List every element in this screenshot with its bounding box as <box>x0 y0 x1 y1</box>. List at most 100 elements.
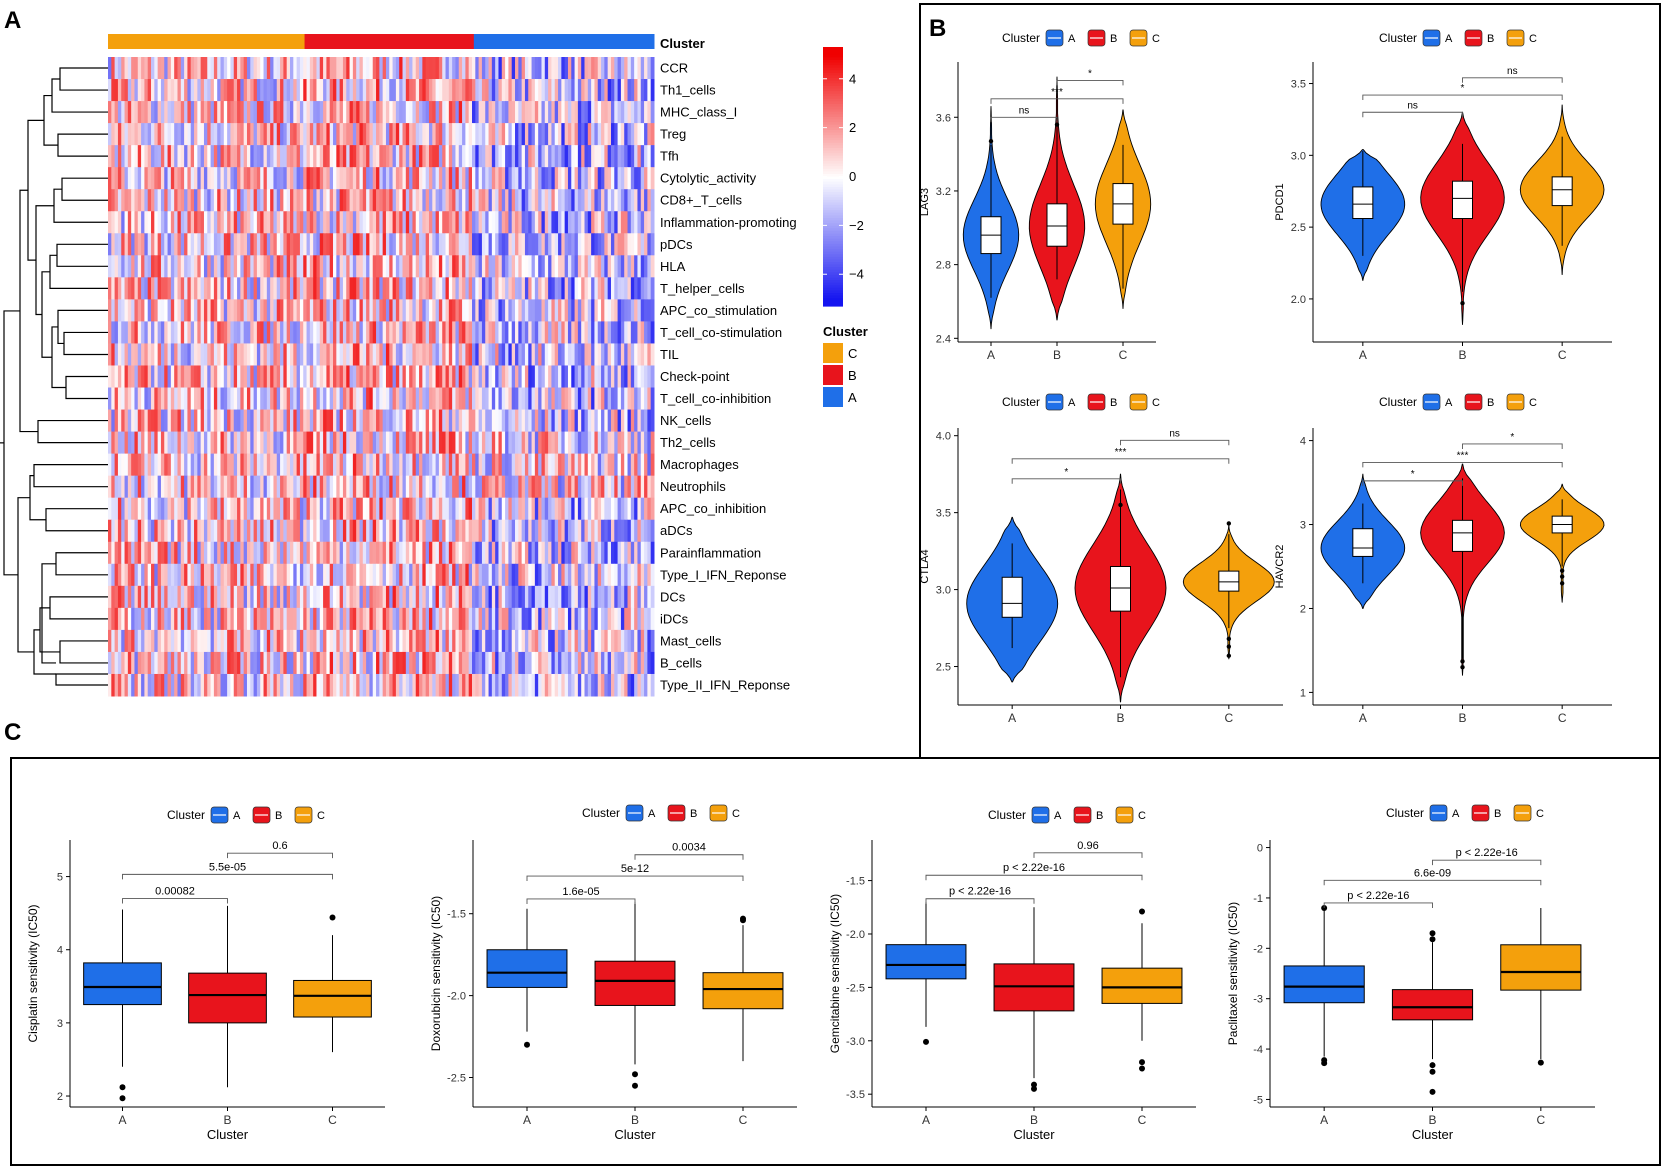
heatmap-cell <box>309 321 314 344</box>
heatmap-cell <box>174 519 178 543</box>
heatmap-cell <box>184 277 188 300</box>
heatmap-cell <box>270 343 274 366</box>
color-scale-step <box>823 186 843 191</box>
heatmap-cell <box>290 321 294 344</box>
heatmap-cell <box>604 651 609 675</box>
heatmap-cell <box>624 321 629 344</box>
heatmap-cell <box>614 365 619 389</box>
heatmap-cell <box>448 167 453 190</box>
heatmap-cell <box>336 277 341 300</box>
heatmap-cell <box>637 497 642 521</box>
heatmap-cell <box>203 255 208 278</box>
heatmap-cell <box>313 585 317 609</box>
heatmap-cell <box>124 321 129 344</box>
heatmap-cell <box>541 343 546 366</box>
heatmap-cell <box>405 651 410 675</box>
heatmap-cell <box>458 299 463 322</box>
heatmap-cell <box>299 123 304 146</box>
heatmap-cell <box>303 475 308 499</box>
heatmap-cell <box>333 255 337 278</box>
heatmap-cell <box>197 145 202 168</box>
heatmap-cell <box>627 365 632 389</box>
heatmap-cell <box>240 365 245 389</box>
heatmap-cell <box>346 607 351 631</box>
heatmap-cell <box>415 123 420 146</box>
heatmap-cell <box>405 409 410 433</box>
heatmap-cell <box>164 233 169 256</box>
heatmap-cell <box>372 519 377 543</box>
heatmap-cell <box>273 629 278 653</box>
heatmap-cell <box>544 211 549 234</box>
heatmap-cell <box>203 321 208 344</box>
heatmap-cell <box>428 211 433 234</box>
heatmap-cell <box>630 673 635 697</box>
heatmap-cell <box>379 629 384 653</box>
heatmap-cell <box>326 123 331 146</box>
heatmap-cell <box>634 189 638 212</box>
dendrogram-branch <box>35 205 54 316</box>
heatmap-cell <box>594 585 599 609</box>
heatmap-cell <box>266 255 271 278</box>
heatmap-cell <box>558 607 562 631</box>
heatmap-cell <box>137 563 142 587</box>
heatmap-cell <box>197 409 202 433</box>
heatmap-cell <box>518 57 523 80</box>
heatmap-cell <box>319 673 324 697</box>
heatmap-cell <box>124 57 129 80</box>
heatmap-cell <box>290 343 294 366</box>
color-scale-step <box>823 300 843 305</box>
heatmap-cell <box>210 365 215 389</box>
heatmap-cell <box>620 321 625 344</box>
heatmap-cell <box>538 431 542 455</box>
heatmap-cell <box>561 255 566 278</box>
heatmap-cell <box>488 453 493 477</box>
heatmap-cell <box>220 541 225 565</box>
heatmap-cell <box>117 101 122 124</box>
color-scale-step <box>823 274 843 279</box>
heatmap-cell <box>432 189 437 212</box>
heatmap-cell <box>359 145 364 168</box>
heatmap-cell <box>409 57 413 80</box>
heatmap-cell <box>438 629 443 653</box>
heatmap-cell <box>359 585 364 609</box>
heatmap-cell <box>379 585 384 609</box>
heatmap-cell <box>422 409 427 433</box>
heatmap-cell <box>567 299 572 322</box>
heatmap-cell <box>528 387 533 411</box>
heatmap-cell <box>309 651 314 675</box>
heatmap-cell <box>276 453 281 477</box>
heatmap-cell <box>465 233 470 256</box>
heatmap-cell <box>121 123 126 146</box>
heatmap-cell <box>329 563 334 587</box>
heatmap-cell <box>263 255 268 278</box>
heatmap-cell <box>121 343 126 366</box>
heatmap-cell <box>528 343 533 366</box>
heatmap-cell <box>610 497 615 521</box>
heatmap-cell <box>299 365 304 389</box>
heatmap-cell <box>233 277 238 300</box>
heatmap-cell <box>581 123 586 146</box>
heatmap-cell <box>442 387 447 411</box>
heatmap-cell <box>614 233 619 256</box>
heatmap-cell <box>160 211 165 234</box>
heatmap-cell <box>455 123 460 146</box>
heatmap-cell <box>528 409 533 433</box>
heatmap-cell <box>137 277 142 300</box>
heatmap-cell <box>571 321 576 344</box>
heatmap-cell <box>425 57 430 80</box>
heatmap-cell <box>405 255 410 278</box>
heatmap-cell <box>571 453 576 477</box>
heatmap-cell <box>170 123 175 146</box>
heatmap-cell <box>395 541 400 565</box>
heatmap-cell <box>607 607 612 631</box>
heatmap-cell <box>303 409 308 433</box>
heatmap-cell <box>650 409 655 433</box>
heatmap-cell <box>243 453 248 477</box>
heatmap-cell <box>647 431 652 455</box>
heatmap-cell <box>511 365 516 389</box>
heatmap-cell <box>468 79 473 102</box>
heatmap-cell <box>111 651 116 675</box>
heatmap-cell <box>250 101 255 124</box>
heatmap-cell <box>455 299 460 322</box>
heatmap-cell <box>346 651 351 675</box>
